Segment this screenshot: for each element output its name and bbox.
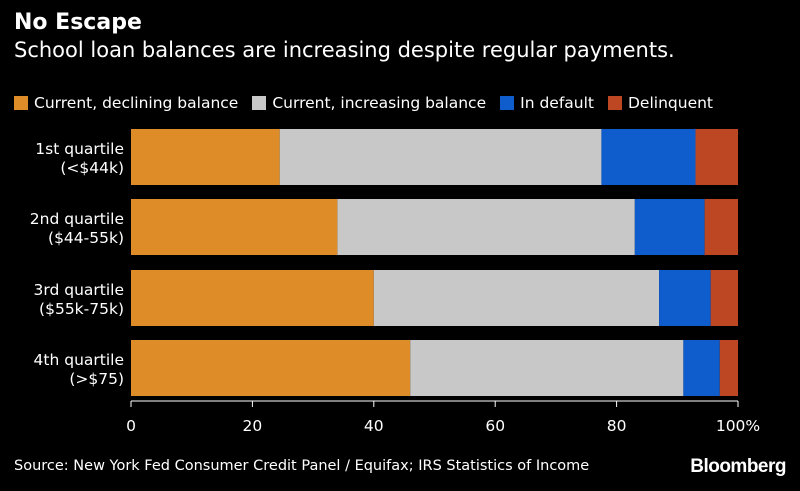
bar-segment-1-4 [695, 129, 738, 185]
category-label-2-line2: ($44-55k) [48, 229, 124, 247]
bar-segment-2-4 [704, 199, 738, 255]
bar-segment-4-1 [131, 340, 411, 396]
bar-segment-3-2 [373, 270, 660, 326]
legend-label-delinquent: Delinquent [628, 94, 714, 112]
chart-subtitle: School loan balances are increasing desp… [14, 38, 675, 62]
legend-swatch-in-default [500, 96, 515, 110]
bar-segment-3-1 [131, 270, 374, 326]
legend-label-current-increasing: Current, increasing balance [272, 94, 487, 112]
bloomberg-logo: Bloomberg [690, 456, 786, 477]
legend-item-current-increasing: Current, increasing balance [252, 94, 486, 112]
legend-item-delinquent: Delinquent [608, 94, 713, 112]
x-tick-label-3: 40 [364, 417, 384, 435]
x-tick-label-5: 80 [607, 417, 627, 435]
bar-segment-1-2 [279, 129, 602, 185]
bar-segment-4-3 [683, 340, 720, 396]
category-label-2-line1: 2nd quartile [30, 210, 124, 228]
x-tick-label-1: 0 [126, 417, 136, 435]
bar-segment-4-4 [719, 340, 738, 396]
bar-segment-3-3 [659, 270, 711, 326]
legend-swatch-current-increasing [252, 96, 267, 110]
category-label-1-line1: 1st quartile [35, 140, 124, 158]
legend-swatch-current-declining [14, 96, 28, 110]
x-tick-label-6: 100% [716, 417, 760, 435]
legend-item-in-default: In default [500, 94, 594, 112]
category-label-1-line2: (<$44k) [60, 159, 124, 177]
legend: Current, declining balance Current, incr… [14, 94, 727, 112]
category-label-4-line2: (>$75) [69, 370, 124, 388]
chart-title: No Escape [14, 10, 142, 35]
category-label-3-line2: ($55k-75k) [39, 300, 124, 318]
bar-segment-2-2 [337, 199, 635, 255]
category-label-4-line1: 4th quartile [34, 351, 124, 369]
x-tick-label-2: 20 [243, 417, 263, 435]
source-note: Source: New York Fed Consumer Credit Pan… [14, 458, 590, 474]
x-tick-label-4: 60 [485, 417, 505, 435]
bar-segment-1-1 [131, 129, 280, 185]
bar-segment-4-2 [410, 340, 684, 396]
legend-label-current-declining: Current, declining balance [34, 94, 239, 112]
legend-item-current-declining: Current, declining balance [14, 94, 238, 112]
legend-label-in-default: In default [520, 94, 594, 112]
bar-segment-1-3 [601, 129, 696, 185]
bar-segment-2-3 [634, 199, 705, 255]
category-label-3-line1: 3rd quartile [34, 281, 125, 299]
bar-segment-3-4 [710, 270, 738, 326]
legend-swatch-delinquent [608, 96, 622, 110]
bar-segment-2-1 [131, 199, 338, 255]
